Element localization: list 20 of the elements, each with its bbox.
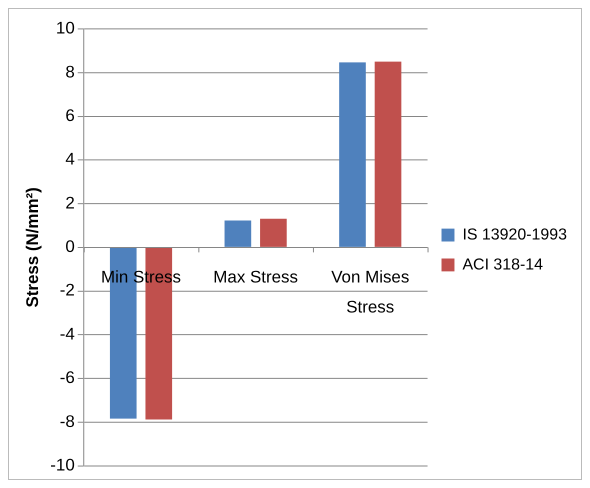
bar	[224, 220, 252, 247]
y-tick-label: -2	[60, 280, 75, 300]
y-tick-label: -6	[60, 368, 75, 388]
y-tick-label: -4	[60, 324, 75, 344]
legend-label: ACI 318-14	[462, 256, 544, 274]
y-tick-label: 0	[65, 237, 75, 256]
x-tick-label: Max Stress	[213, 267, 298, 286]
bar	[339, 62, 366, 247]
y-tick-label: -10	[50, 456, 75, 475]
bar	[374, 62, 402, 247]
y-tick-label: 4	[65, 150, 75, 169]
y-tick-label: 10	[56, 18, 75, 38]
y-tick-label: 2	[65, 193, 75, 212]
y-tick-label: 6	[65, 106, 75, 125]
x-tick-label: Von Mises Stress	[331, 267, 410, 316]
y-axis-title: Stress (N/mm²)	[22, 187, 42, 308]
bar	[260, 218, 287, 247]
y-tick-label: -8	[60, 412, 75, 431]
y-tick-label: 8	[65, 62, 75, 82]
legend-label: IS 13920-1993	[462, 226, 568, 244]
